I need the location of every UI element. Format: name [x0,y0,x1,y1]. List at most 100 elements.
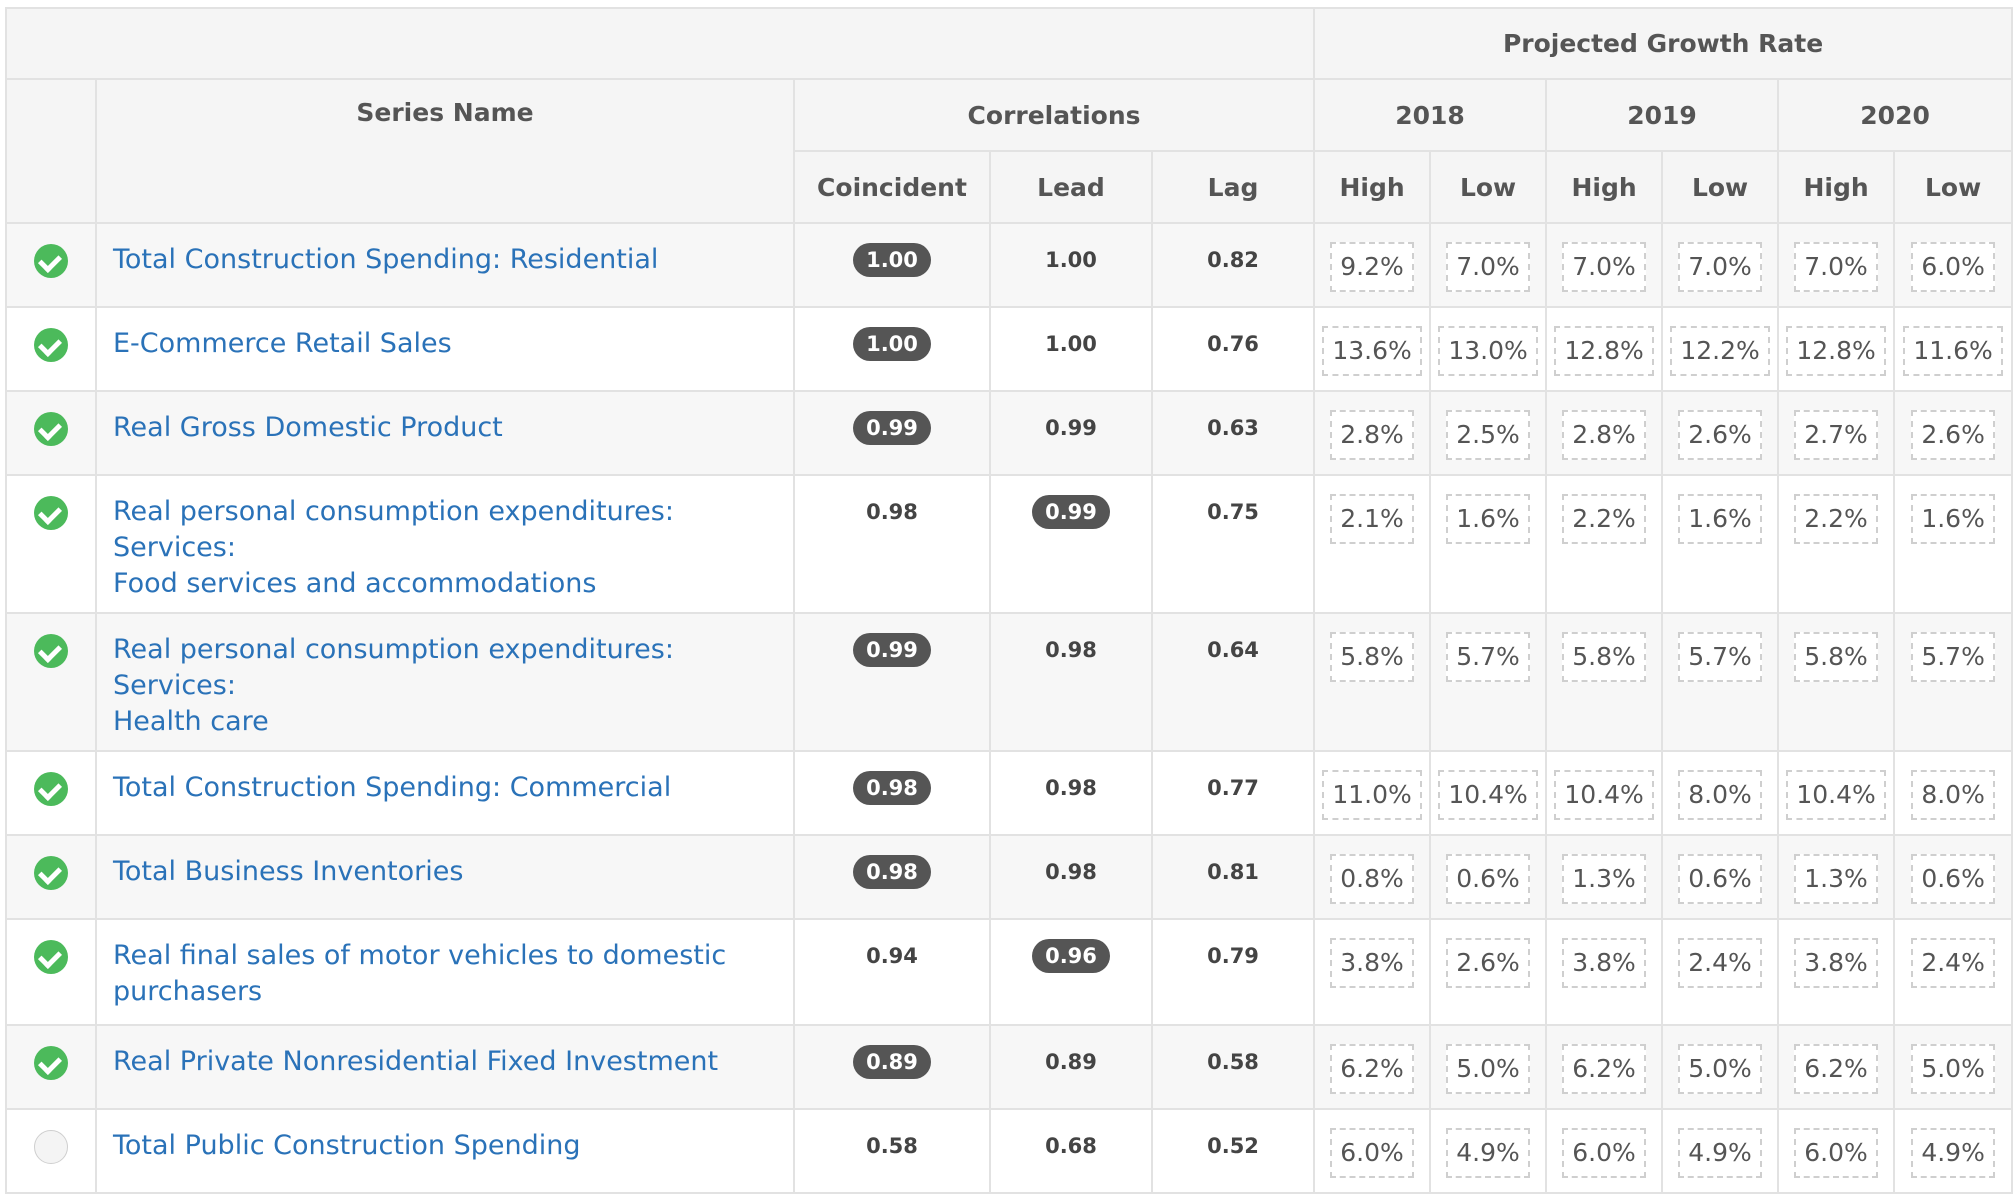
rate-2019-low-value[interactable]: 7.0% [1678,242,1762,292]
empty-circle-icon[interactable] [34,1130,68,1164]
rate-2019-high-value[interactable]: 12.8% [1554,326,1654,376]
rate-2019-low-value[interactable]: 12.2% [1670,326,1770,376]
rate-2018-high-value[interactable]: 2.1% [1330,494,1414,544]
check-circle-icon[interactable] [34,772,68,806]
rate-2019-low-value[interactable]: 5.7% [1678,632,1762,682]
series-link[interactable]: Real personal consumption expenditures: … [113,496,674,599]
rate-2018-low-value[interactable]: 10.4% [1438,770,1538,820]
series-link[interactable]: Real final sales of motor vehicles to do… [113,940,726,1007]
high-header-2019[interactable]: High [1545,150,1664,224]
rate-2019-high-value[interactable]: 7.0% [1562,242,1646,292]
low-header-2020[interactable]: Low [1893,150,2014,224]
rate-2018-low-value[interactable]: 5.0% [1446,1044,1530,1094]
rate-2020-high-value[interactable]: 3.8% [1794,938,1878,988]
series-link[interactable]: Real Private Nonresidential Fixed Invest… [113,1046,718,1077]
rate-2019-high-value[interactable]: 6.0% [1562,1128,1646,1178]
rate-2019-high-value[interactable]: 2.8% [1562,410,1646,460]
high-header-2020[interactable]: High [1777,150,1896,224]
rate-2018-high-value[interactable]: 5.8% [1330,632,1414,682]
rate-2019-low-value[interactable]: 1.6% [1678,494,1762,544]
check-circle-icon[interactable] [34,940,68,974]
rate-2018-high-value[interactable]: 0.8% [1330,854,1414,904]
select-cell[interactable] [5,750,97,836]
select-cell[interactable] [5,306,97,392]
select-cell[interactable] [5,1108,97,1194]
high-header-2018[interactable]: High [1313,150,1432,224]
rate-2020-low-value[interactable]: 5.7% [1911,632,1995,682]
select-cell[interactable] [5,390,97,476]
select-cell[interactable] [5,834,97,920]
rate-2020-low-value[interactable]: 0.6% [1911,854,1995,904]
rate-2018-high-value[interactable]: 6.0% [1330,1128,1414,1178]
series-link[interactable]: Total Construction Spending: Residential [113,244,658,275]
rate-2018-low-value[interactable]: 4.9% [1446,1128,1530,1178]
series-link[interactable]: E-Commerce Retail Sales [113,328,452,359]
check-circle-icon[interactable] [34,856,68,890]
check-circle-icon[interactable] [34,496,68,530]
rate-2019-low-value[interactable]: 4.9% [1678,1128,1762,1178]
series-link[interactable]: Real personal consumption expenditures: … [113,634,674,737]
select-cell[interactable] [5,474,97,614]
select-cell[interactable] [5,918,97,1026]
rate-2020-high-value[interactable]: 12.8% [1786,326,1886,376]
rate-2020-high-value[interactable]: 2.2% [1794,494,1878,544]
rate-2018-high-value[interactable]: 11.0% [1322,770,1422,820]
rate-2020-high-value[interactable]: 7.0% [1794,242,1878,292]
series-link[interactable]: Total Construction Spending: Commercial [113,772,671,803]
select-cell[interactable] [5,612,97,752]
rate-2019-low-value[interactable]: 5.0% [1678,1044,1762,1094]
rate-2020-high-value[interactable]: 6.2% [1794,1044,1878,1094]
rate-2020-low-value[interactable]: 1.6% [1911,494,1995,544]
lag-header[interactable]: Lag [1150,150,1316,224]
check-circle-icon[interactable] [34,412,68,446]
coincident-header[interactable]: Coincident [793,150,991,224]
rate-2018-low-value[interactable]: 2.5% [1446,410,1530,460]
rate-2019-high-value[interactable]: 1.3% [1562,854,1646,904]
lead-header[interactable]: Lead [989,150,1153,224]
rate-2019-low-value[interactable]: 2.4% [1678,938,1762,988]
check-circle-icon[interactable] [34,328,68,362]
rate-2018-low-value[interactable]: 7.0% [1446,242,1530,292]
check-circle-icon[interactable] [34,634,68,668]
series-name-header[interactable]: Series Name [95,78,795,224]
rate-2019-high-value[interactable]: 3.8% [1562,938,1646,988]
check-circle-icon[interactable] [34,244,68,278]
rate-2019-high-value[interactable]: 10.4% [1554,770,1654,820]
series-link[interactable]: Real Gross Domestic Product [113,412,503,443]
rate-2019-low-value[interactable]: 0.6% [1678,854,1762,904]
rate-2020-high-value[interactable]: 6.0% [1794,1128,1878,1178]
rate-2018-high-value[interactable]: 6.2% [1330,1044,1414,1094]
series-link[interactable]: Total Business Inventories [113,856,463,887]
low-header-2018[interactable]: Low [1429,150,1548,224]
rate-2018-low-value[interactable]: 1.6% [1446,494,1530,544]
rate-2020-high-value[interactable]: 5.8% [1794,632,1878,682]
rate-2018-high-value[interactable]: 2.8% [1330,410,1414,460]
rate-2020-high-value[interactable]: 10.4% [1786,770,1886,820]
check-circle-icon[interactable] [34,1046,68,1080]
rate-2020-low-value[interactable]: 6.0% [1911,242,1995,292]
rate-2020-low-value[interactable]: 2.4% [1911,938,1995,988]
rate-2019-high-value[interactable]: 2.2% [1562,494,1646,544]
rate-2019-low-value[interactable]: 2.6% [1678,410,1762,460]
low-header-2019[interactable]: Low [1661,150,1780,224]
rate-2019-high-value[interactable]: 5.8% [1562,632,1646,682]
rate-2018-high-value[interactable]: 13.6% [1322,326,1422,376]
rate-2020-low-value[interactable]: 2.6% [1911,410,1995,460]
rate-2020-low-value[interactable]: 5.0% [1911,1044,1995,1094]
rate-2018-low-value[interactable]: 0.6% [1446,854,1530,904]
series-link[interactable]: Total Public Construction Spending [113,1130,581,1161]
rate-2018-high-value[interactable]: 3.8% [1330,938,1414,988]
rate-2018-low-value[interactable]: 5.7% [1446,632,1530,682]
rate-2018-high-value[interactable]: 9.2% [1330,242,1414,292]
rate-2019-low-value[interactable]: 8.0% [1678,770,1762,820]
select-cell[interactable] [5,222,97,308]
rate-2020-low-value[interactable]: 4.9% [1911,1128,1995,1178]
rate-2018-low-value[interactable]: 2.6% [1446,938,1530,988]
rate-2020-high-value[interactable]: 1.3% [1794,854,1878,904]
rate-2019-high-value[interactable]: 6.2% [1562,1044,1646,1094]
select-cell[interactable] [5,1024,97,1110]
rate-2018-low-value[interactable]: 13.0% [1438,326,1538,376]
rate-2020-high-value[interactable]: 2.7% [1794,410,1878,460]
rate-2020-low-value[interactable]: 11.6% [1903,326,2003,376]
rate-2020-low-value[interactable]: 8.0% [1911,770,1995,820]
